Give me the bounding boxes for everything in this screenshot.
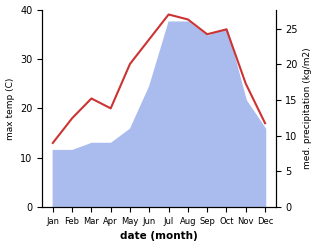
Y-axis label: med. precipitation (kg/m2): med. precipitation (kg/m2) <box>303 48 313 169</box>
X-axis label: date (month): date (month) <box>120 231 198 242</box>
Y-axis label: max temp (C): max temp (C) <box>5 77 15 140</box>
